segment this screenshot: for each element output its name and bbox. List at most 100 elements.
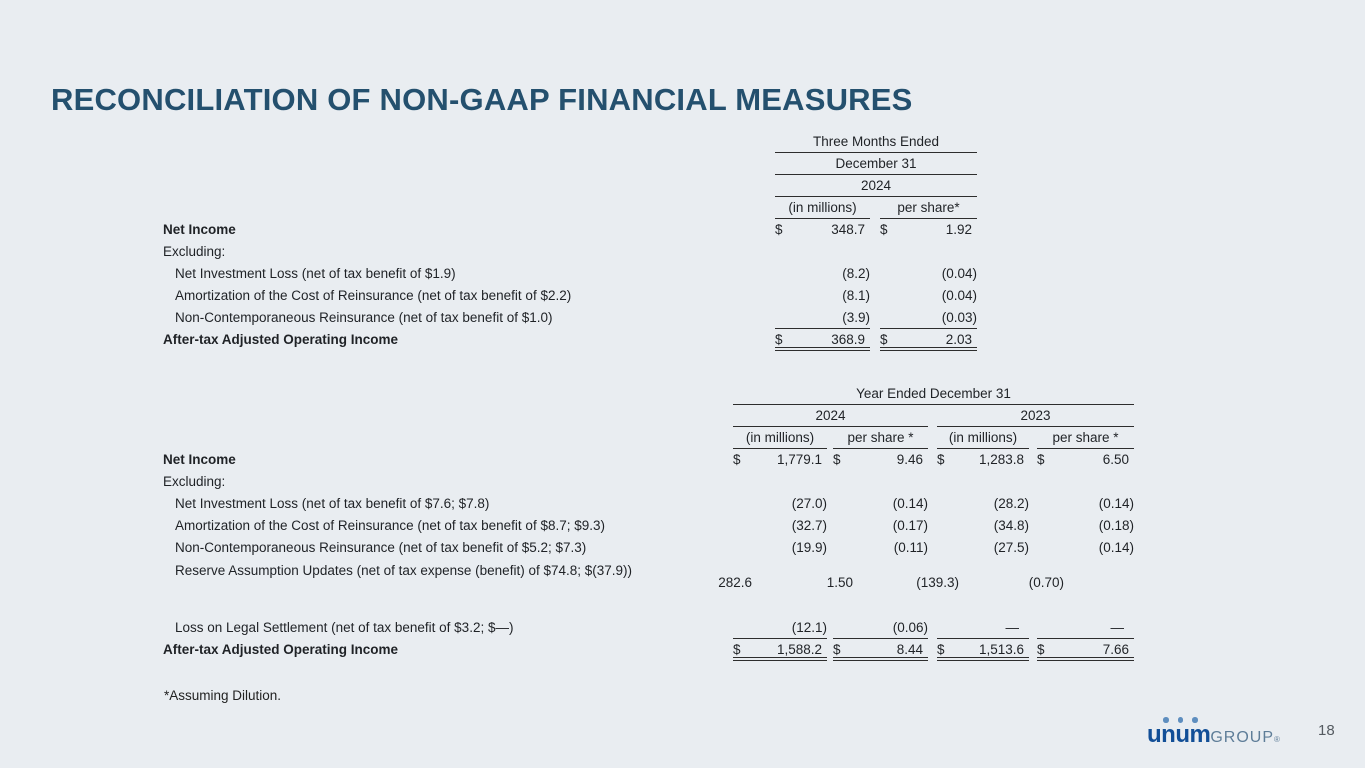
annual-table: Year Ended December 31 2024 2023 (in mil… <box>163 383 1134 661</box>
row-label: Net Income <box>163 452 236 467</box>
column-header: per share * <box>1037 427 1134 449</box>
value: (0.06) <box>892 620 928 635</box>
value: (0.70) <box>1028 574 1064 590</box>
value: (0.03) <box>941 310 977 325</box>
value: 1,513.6 <box>978 642 1024 657</box>
row-label: Net Investment Loss (net of tax benefit … <box>175 496 490 511</box>
table-row: Excluding: <box>163 471 1134 493</box>
table-row: Net Income $348.7 $1.92 <box>163 219 977 241</box>
value-cell: $2.03 <box>880 329 977 351</box>
value: (8.1) <box>842 288 870 303</box>
value: 8.44 <box>896 642 923 657</box>
dollar-sign: $ <box>833 642 841 657</box>
value-cell: (0.70) <box>967 573 1064 592</box>
row-label: Excluding: <box>163 474 226 489</box>
row-label: After-tax Adjusted Operating Income <box>163 332 399 347</box>
table-row: Amortization of the Cost of Reinsurance … <box>163 515 1134 537</box>
value: (27.5) <box>993 540 1029 555</box>
row-label: Non-Contemporaneous Reinsurance (net of … <box>175 540 587 555</box>
row-label: Net Income <box>163 222 236 237</box>
dollar-sign: $ <box>880 222 888 237</box>
value: — <box>1110 620 1125 635</box>
value-cell: $1,588.2 <box>733 639 827 661</box>
page-title: RECONCILIATION OF NON-GAAP FINANCIAL MEA… <box>51 82 913 117</box>
table-header-row: Year Ended December 31 <box>163 383 1134 405</box>
value-cell: (0.14) <box>833 493 928 515</box>
value-cell: (0.03) <box>880 307 977 329</box>
value-cell: $1.92 <box>880 219 977 241</box>
dollar-sign: $ <box>775 332 783 347</box>
dollar-sign: $ <box>1037 452 1045 467</box>
dollar-sign: $ <box>833 452 841 467</box>
table-row: Loss on Legal Settlement (net of tax ben… <box>163 617 1134 639</box>
dollar-sign: $ <box>937 642 945 657</box>
column-header: (in millions) <box>937 427 1029 449</box>
value-cell: (19.9) <box>733 537 827 559</box>
value-cell: (0.06) <box>833 617 928 639</box>
value: (0.14) <box>892 496 928 511</box>
value-cell: — <box>937 617 1029 639</box>
registered-trademark-icon: ® <box>1274 735 1280 744</box>
value-cell: $6.50 <box>1037 449 1134 471</box>
value: (28.2) <box>993 496 1029 511</box>
value: (27.0) <box>791 496 827 511</box>
value-cell: $1,513.6 <box>937 639 1029 661</box>
value-cell: — <box>1037 617 1134 639</box>
value: (0.14) <box>1098 496 1134 511</box>
table-row: Excluding: <box>163 241 977 263</box>
unum-group-logo: unum GROUP ® <box>1147 716 1280 748</box>
value: (3.9) <box>842 310 870 325</box>
value: (0.04) <box>941 288 977 303</box>
value: (139.3) <box>916 574 959 590</box>
dollar-sign: $ <box>775 222 783 237</box>
quarterly-table: Three Months Ended December 31 2024 (in … <box>163 131 977 351</box>
table-row: Non-Contemporaneous Reinsurance (net of … <box>163 537 1134 559</box>
table-row: Reserve Assumption Updates (net of tax e… <box>163 559 1134 605</box>
value: (0.14) <box>1098 540 1134 555</box>
year-group-header: 2023 <box>937 405 1134 427</box>
value-cell: (8.2) <box>775 263 870 285</box>
value-cell: (27.5) <box>937 537 1029 559</box>
column-header: (in millions) <box>775 197 870 219</box>
table-row: Net Investment Loss (net of tax benefit … <box>163 263 977 285</box>
table-row: Non-Contemporaneous Reinsurance (net of … <box>163 307 977 329</box>
dollar-sign: $ <box>733 642 741 657</box>
table-row: Net Investment Loss (net of tax benefit … <box>163 493 1134 515</box>
value-cell: (139.3) <box>867 573 959 592</box>
value: 1,283.8 <box>978 452 1024 467</box>
value: (0.17) <box>892 518 928 533</box>
value: 368.9 <box>831 332 865 347</box>
footnote: *Assuming Dilution. <box>164 688 282 703</box>
value: 2.03 <box>945 332 972 347</box>
value-cell: (34.8) <box>937 515 1029 537</box>
table-column-header-row: (in millions) per share * (in millions) … <box>163 427 1134 449</box>
value: 1.50 <box>826 574 853 590</box>
value-cell: (0.14) <box>1037 493 1134 515</box>
table-row: Net Income $1,779.1 $9.46 $1,283.8 $6.50 <box>163 449 1134 471</box>
value: 1.92 <box>945 222 972 237</box>
value: (12.1) <box>791 620 827 635</box>
value-cell: $9.46 <box>833 449 928 471</box>
value: (32.7) <box>791 518 827 533</box>
table-total-row: After-tax Adjusted Operating Income $368… <box>163 329 977 351</box>
row-label: Excluding: <box>163 244 226 259</box>
value: 1,779.1 <box>776 452 822 467</box>
logo-suffix-text: GROUP <box>1210 729 1274 746</box>
year-header: 2024 <box>775 175 977 197</box>
value: — <box>1005 620 1020 635</box>
value: (0.18) <box>1098 518 1134 533</box>
value-cell: $8.44 <box>833 639 928 661</box>
value-cell: (0.14) <box>1037 537 1134 559</box>
value-cell: (0.04) <box>880 285 977 307</box>
value: (34.8) <box>993 518 1029 533</box>
value-cell: (32.7) <box>733 515 827 537</box>
page-number: 18 <box>1318 722 1335 739</box>
value: 6.50 <box>1102 452 1129 467</box>
value-cell: $7.66 <box>1037 639 1134 661</box>
table-year-row: 2024 2023 <box>163 405 1134 427</box>
dollar-sign: $ <box>937 452 945 467</box>
value: (0.04) <box>941 266 977 281</box>
value-cell: 282.6 <box>663 573 757 592</box>
value-cell: $368.9 <box>775 329 870 351</box>
dollar-sign: $ <box>880 332 888 347</box>
